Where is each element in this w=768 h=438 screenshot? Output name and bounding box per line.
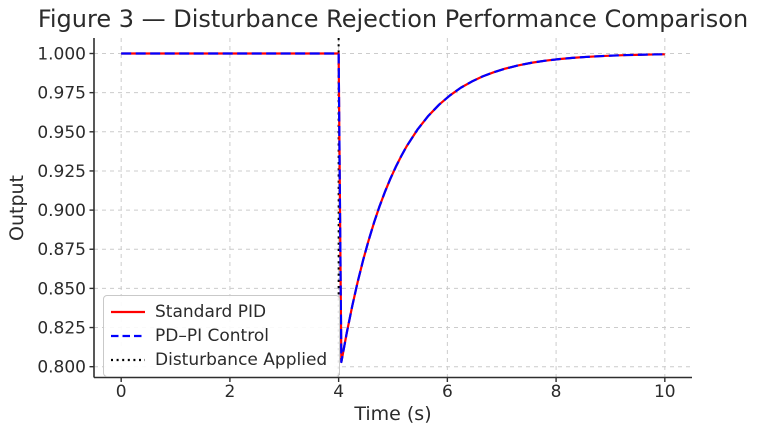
y-tick-label: 0.900 [37, 201, 86, 221]
y-tick-label: 0.925 [37, 162, 86, 182]
legend-label-standard-pid: Standard PID [155, 302, 267, 322]
series-line-pd-pi-control [121, 52, 665, 364]
x-tick-label: 2 [224, 382, 235, 402]
x-tick-label: 0 [116, 382, 127, 402]
y-tick-label: 1.000 [37, 45, 86, 65]
legend-item-standard-pid: Standard PID [111, 301, 327, 323]
y-tick-label: 0.850 [37, 279, 86, 299]
x-tick-label: 6 [442, 382, 453, 402]
y-tick-label: 0.875 [37, 240, 86, 260]
legend-label-pdpi-control: PD–PI Control [155, 326, 269, 346]
legend: Standard PID PD–PI Control Disturbance A… [103, 295, 341, 377]
x-axis-label: Time (s) [354, 403, 432, 425]
legend-item-pdpi-control: PD–PI Control [111, 325, 327, 347]
x-tick-label: 4 [333, 382, 344, 402]
legend-item-disturbance-applied: Disturbance Applied [111, 349, 327, 371]
legend-label-disturbance-applied: Disturbance Applied [155, 350, 328, 370]
y-tick-label: 0.800 [37, 358, 86, 378]
black-dotted-line-icon [111, 358, 145, 362]
chart-title: Figure 3 — Disturbance Rejection Perform… [37, 5, 749, 33]
y-tick-label: 0.950 [37, 123, 86, 143]
y-tick-label: 0.825 [37, 319, 86, 339]
blue-dashed-line-icon [111, 334, 145, 338]
y-axis-label: Output [6, 175, 28, 241]
x-tick-label: 8 [551, 382, 562, 402]
red-solid-line-icon [111, 310, 145, 314]
y-tick-label: 0.975 [37, 84, 86, 104]
x-tick-label: 10 [654, 382, 676, 402]
